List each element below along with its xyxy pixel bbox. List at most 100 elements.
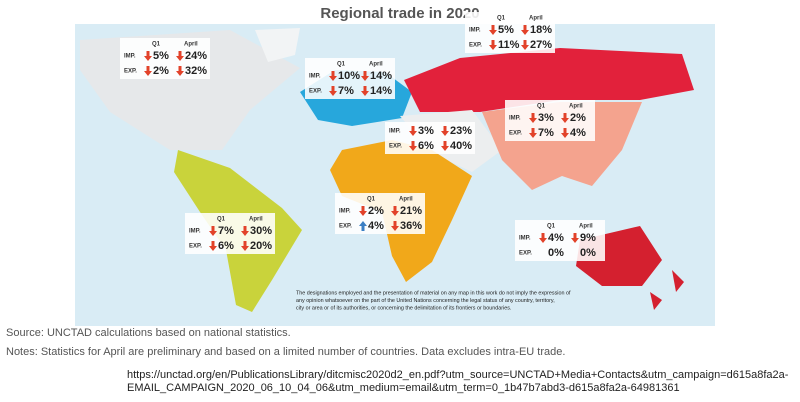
arrow-down xyxy=(529,128,537,138)
arrow-down xyxy=(489,40,497,50)
box-bg xyxy=(465,12,555,53)
cell-value: 6% xyxy=(418,140,434,152)
column-header: Q1 xyxy=(152,42,161,48)
cell-value: 2% xyxy=(570,112,586,124)
column-header: Q1 xyxy=(367,197,376,203)
arrow-down xyxy=(571,233,579,243)
cell-value: 4% xyxy=(570,127,586,139)
box-bg xyxy=(385,122,475,154)
arrow-down xyxy=(329,71,337,81)
row-label: EXP. xyxy=(124,69,137,75)
arrow-down xyxy=(441,141,449,151)
column-header: April xyxy=(569,104,583,110)
cell-value: 3% xyxy=(538,112,554,124)
region-box: Q1 April IMP. 3% 2% EXP. 7% 4% xyxy=(505,100,595,141)
arrow-down xyxy=(529,113,537,123)
column-header: April xyxy=(529,16,543,22)
row-label: EXP. xyxy=(389,144,402,150)
cell-value: 4% xyxy=(548,232,564,244)
cell-value: 7% xyxy=(338,85,354,97)
box-bg xyxy=(515,220,605,261)
arrow-down xyxy=(209,226,217,236)
cell-value: 24% xyxy=(185,50,207,62)
cell-value: 40% xyxy=(450,140,472,152)
row-label: IMP. xyxy=(309,74,321,80)
region-box: IMP. 3% 23% EXP. 6% 40% xyxy=(385,122,475,154)
notes: Notes: Statistics for April are prelimin… xyxy=(6,346,565,358)
region-box: Q1 April IMP. 2% 21% EXP. 4% 36% xyxy=(335,193,425,234)
cell-value: 5% xyxy=(153,50,169,62)
row-label: IMP. xyxy=(509,116,521,122)
cell-value: 2% xyxy=(153,65,169,77)
row-label: EXP. xyxy=(519,251,532,257)
arrow-down xyxy=(409,141,417,151)
disclaimer-line: The designations employed and the presen… xyxy=(296,290,571,296)
arrow-down xyxy=(241,226,249,236)
row-label: IMP. xyxy=(389,129,401,135)
row-label: EXP. xyxy=(189,244,202,250)
arrow-down xyxy=(391,221,399,231)
disclaimer-line: city or area or of its authorities, or c… xyxy=(296,305,511,311)
arrow-down xyxy=(391,206,399,216)
arrow-down xyxy=(441,126,449,136)
arrow-down xyxy=(241,241,249,251)
arrow-down xyxy=(209,241,217,251)
row-label: IMP. xyxy=(124,54,136,60)
cell-value: 0% xyxy=(580,247,596,259)
disclaimer: The designations employed and the presen… xyxy=(296,290,571,311)
box-bg xyxy=(335,193,425,234)
column-header: Q1 xyxy=(547,224,556,230)
column-header: April xyxy=(369,62,383,68)
url-line: EMAIL_CAMPAIGN_2020_06_10_04_06&utm_medi… xyxy=(127,382,680,394)
column-header: Q1 xyxy=(337,62,346,68)
row-label: IMP. xyxy=(189,229,201,235)
cell-value: 5% xyxy=(498,24,514,36)
title: Regional trade in 2020 xyxy=(320,5,479,22)
row-label: IMP. xyxy=(519,236,531,242)
arrow-down xyxy=(359,206,367,216)
box-bg xyxy=(185,213,275,254)
column-header: Q1 xyxy=(537,104,546,110)
cell-value: 10% xyxy=(338,70,360,82)
row-label: EXP. xyxy=(469,43,482,49)
arrow-down xyxy=(361,71,369,81)
row-label: IMP. xyxy=(339,209,351,215)
arrow-down xyxy=(176,66,184,76)
url-line: https://unctad.org/en/PublicationsLibrar… xyxy=(127,369,789,381)
cell-value: 23% xyxy=(450,125,472,137)
cell-value: 27% xyxy=(530,39,552,51)
arrow-down xyxy=(409,126,417,136)
region-box: Q1 April IMP. 7% 30% EXP. 6% 20% xyxy=(185,213,275,254)
cell-value: 3% xyxy=(418,125,434,137)
cis xyxy=(404,48,694,112)
arrow-down xyxy=(329,86,337,96)
greenland xyxy=(255,28,300,62)
arrow-down xyxy=(561,113,569,123)
row-label: IMP. xyxy=(469,28,481,34)
cell-value: 20% xyxy=(250,240,272,252)
row-label: EXP. xyxy=(309,89,322,95)
column-header: Q1 xyxy=(497,16,506,22)
arrow-down xyxy=(176,51,184,61)
cell-value: 7% xyxy=(538,127,554,139)
url: https://unctad.org/en/PublicationsLibrar… xyxy=(127,369,789,394)
arrow-up xyxy=(359,221,367,231)
column-header: Q1 xyxy=(217,217,226,223)
region-box: Q1 April IMP. 5% 18% EXP. 11% 27% xyxy=(465,12,555,53)
cell-value: 7% xyxy=(218,225,234,237)
cell-value: 6% xyxy=(218,240,234,252)
cell-value: 30% xyxy=(250,225,272,237)
box-bg xyxy=(305,58,395,99)
column-header: April xyxy=(399,197,413,203)
arrow-down xyxy=(521,40,529,50)
box-bg xyxy=(120,38,210,79)
arrow-down xyxy=(539,233,547,243)
cell-value: 21% xyxy=(400,205,422,217)
cell-value: 2% xyxy=(368,205,384,217)
arrow-down xyxy=(521,25,529,35)
column-header: April xyxy=(184,42,198,48)
column-header: April xyxy=(249,217,263,223)
cell-value: 11% xyxy=(498,39,520,51)
cell-value: 4% xyxy=(368,220,384,232)
